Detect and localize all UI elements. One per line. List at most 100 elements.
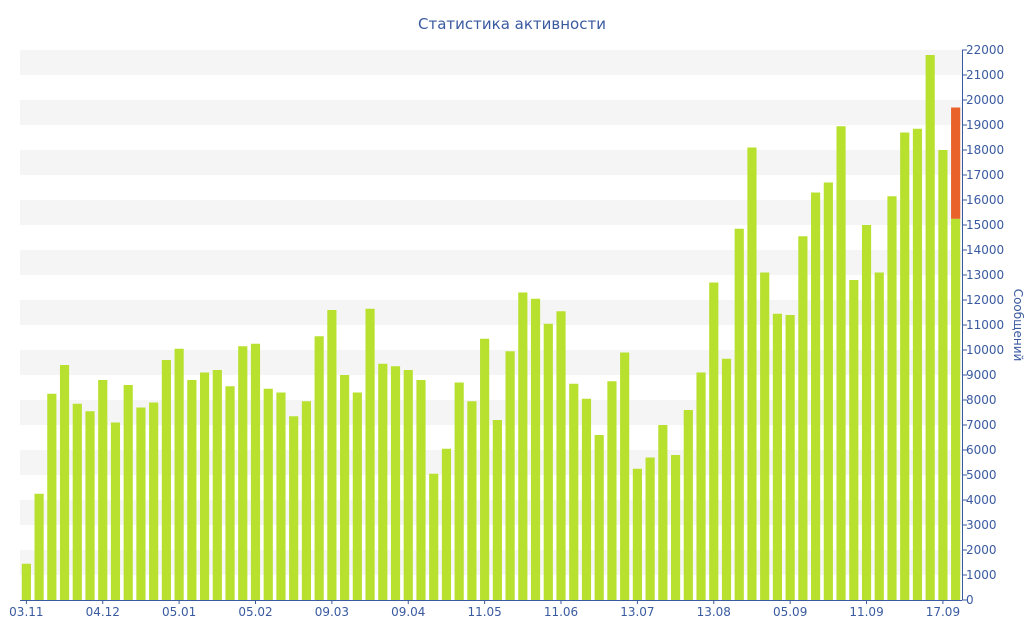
y-tick-label: 17000 xyxy=(966,168,1004,182)
bar xyxy=(492,420,502,600)
x-tick-label: 11.09 xyxy=(849,605,883,619)
y-tick-label: 14000 xyxy=(966,243,1004,257)
bar xyxy=(225,386,235,600)
y-tick-label: 19000 xyxy=(966,118,1004,132)
grid-band xyxy=(20,300,962,325)
bar xyxy=(34,493,44,600)
x-tick-label: 05.02 xyxy=(238,605,272,619)
bar xyxy=(314,336,324,600)
bar xyxy=(47,393,57,600)
y-tick-label: 11000 xyxy=(966,318,1004,332)
y-tick-label: 16000 xyxy=(966,193,1004,207)
y-tick-label: 9000 xyxy=(966,368,997,382)
y-tick-label: 0 xyxy=(966,593,974,607)
bar-highlight xyxy=(951,107,961,219)
bar xyxy=(709,282,719,600)
bar xyxy=(505,351,515,600)
y-tick-label: 15000 xyxy=(966,218,1004,232)
bar xyxy=(836,126,846,600)
y-tick-label: 3000 xyxy=(966,518,997,532)
bar xyxy=(212,370,222,600)
bar xyxy=(123,385,133,600)
bar xyxy=(136,407,146,600)
grid-band xyxy=(20,100,962,125)
bar xyxy=(594,435,604,600)
bar xyxy=(925,55,935,600)
bar xyxy=(543,323,553,600)
bar xyxy=(263,388,273,600)
bar xyxy=(785,315,795,600)
bar xyxy=(696,372,706,600)
x-tick-label: 11.06 xyxy=(544,605,578,619)
bar xyxy=(683,410,693,600)
bar xyxy=(85,411,95,600)
bar xyxy=(721,358,732,600)
bar xyxy=(365,308,375,600)
bar xyxy=(518,292,528,600)
bar xyxy=(607,381,617,600)
chart-title: Статистика активности xyxy=(418,15,606,33)
bar xyxy=(416,380,426,600)
y-tick-label: 12000 xyxy=(966,293,1004,307)
bar xyxy=(772,313,783,600)
bar xyxy=(670,455,681,600)
bar xyxy=(59,365,70,600)
x-tick-label: 04.12 xyxy=(86,605,120,619)
bar xyxy=(441,448,452,600)
x-tick-label: 09.04 xyxy=(391,605,425,619)
y-axis-title: Сообщений xyxy=(1011,289,1024,362)
grid-band xyxy=(20,400,962,425)
bar xyxy=(161,360,171,600)
y-tick-label: 8000 xyxy=(966,393,997,407)
bar xyxy=(199,372,210,600)
bar xyxy=(556,311,566,600)
bar xyxy=(747,147,757,600)
bar xyxy=(72,403,82,600)
bar xyxy=(480,338,490,600)
grid-band xyxy=(20,250,962,275)
bar xyxy=(467,401,477,600)
bar xyxy=(900,132,910,600)
bar xyxy=(454,382,464,600)
x-tick-label: 05.09 xyxy=(773,605,807,619)
bar xyxy=(340,375,350,600)
bar xyxy=(620,352,630,600)
bar xyxy=(276,392,286,600)
bar xyxy=(861,225,872,600)
bar xyxy=(110,422,121,600)
y-tick-label: 6000 xyxy=(966,443,997,457)
bar xyxy=(289,416,299,600)
x-tick-label: 03.11 xyxy=(9,605,43,619)
y-tick-label: 18000 xyxy=(966,143,1004,157)
y-tick-label: 2000 xyxy=(966,543,997,557)
bar xyxy=(98,380,108,600)
bar xyxy=(874,272,884,600)
bar xyxy=(658,425,668,600)
y-tick-label: 13000 xyxy=(966,268,1004,282)
grid-band xyxy=(20,150,962,175)
bar xyxy=(390,366,401,600)
bar xyxy=(378,363,388,600)
bar xyxy=(811,192,821,600)
x-tick-label: 05.01 xyxy=(162,605,196,619)
y-tick-label: 20000 xyxy=(966,93,1004,107)
y-tick-label: 4000 xyxy=(966,493,997,507)
bar xyxy=(174,348,184,600)
x-tick-label: 09.03 xyxy=(315,605,349,619)
bar xyxy=(734,228,744,600)
x-tick-label: 13.08 xyxy=(697,605,731,619)
bar xyxy=(849,280,859,600)
bar xyxy=(798,236,808,600)
y-tick-label: 22000 xyxy=(966,43,1004,57)
grid-band xyxy=(20,550,962,575)
bar xyxy=(938,150,948,600)
bar xyxy=(887,196,897,600)
x-tick-label: 11.05 xyxy=(467,605,501,619)
grid-band xyxy=(20,450,962,475)
grid-band xyxy=(20,50,962,75)
y-tick-label: 7000 xyxy=(966,418,997,432)
bar xyxy=(569,383,579,600)
y-tick-label: 10000 xyxy=(966,343,1004,357)
bar xyxy=(327,310,337,600)
y-tick-label: 21000 xyxy=(966,68,1004,82)
